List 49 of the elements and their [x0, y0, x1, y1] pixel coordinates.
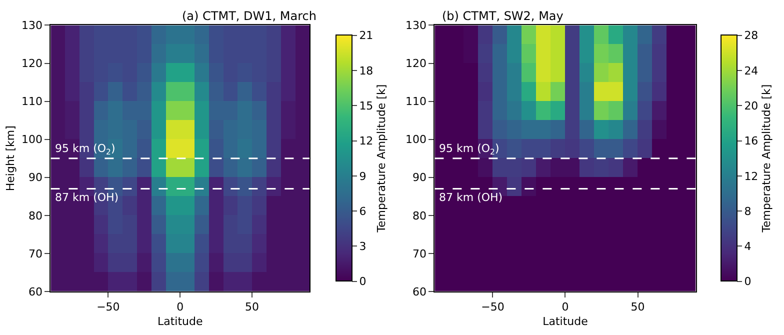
ref-line-label: 87 km (OH): [439, 191, 503, 204]
x-tick-label: −50: [481, 300, 504, 314]
color-bar-label: 28: [744, 29, 758, 42]
ref-line-label: 87 km (OH): [55, 191, 119, 204]
x-axis-title: Latitude: [157, 314, 203, 328]
y-tick-label: 100: [405, 133, 426, 146]
x-tick-label: 50: [630, 300, 645, 314]
color-bar-label: 4: [744, 240, 752, 254]
y-tick-label: 90: [28, 171, 42, 184]
color-bar-label: 6: [359, 204, 366, 218]
color-bar-label: 16: [744, 134, 758, 148]
chart-title: (b) CTMT, SW2, May: [442, 9, 564, 23]
ref-line-label: 95 km (O$_{2}$): [55, 142, 116, 156]
y-tick-label: 130: [405, 19, 426, 32]
color-bar-label: 12: [359, 134, 374, 148]
y-axis-title: Height [km]: [4, 126, 18, 192]
y-tick-label: 60: [412, 285, 426, 298]
y-tick-label: 90: [412, 171, 426, 184]
x-tick-label: 0: [562, 300, 569, 314]
y-tick-label: 120: [21, 57, 42, 70]
x-tick-label: 50: [244, 300, 259, 314]
color-bar-label: 20: [744, 99, 758, 112]
color-bar-label: 9: [359, 170, 366, 183]
color-bar-title: Temperature Amplitude [k]: [760, 84, 774, 234]
ref-line-label: 95 km (O$_{2}$): [439, 142, 500, 156]
x-tick-label: −50: [96, 300, 120, 314]
y-tick-label: 80: [412, 209, 426, 222]
y-tick-label: 110: [21, 95, 42, 108]
y-tick-label: 80: [28, 209, 42, 222]
color-bar-title: Temperature Amplitude [k]: [375, 84, 388, 234]
y-tick-label: 100: [21, 133, 42, 146]
y-tick-label: 70: [412, 247, 426, 260]
color-bar-label: 12: [744, 170, 758, 183]
x-axis-title: Latitude: [542, 314, 588, 328]
color-bar-label: 21: [359, 29, 374, 42]
color-bar-label: 24: [744, 64, 758, 78]
color-bar-label: 0: [744, 275, 752, 288]
color-bar-label: 15: [359, 99, 374, 112]
color-bar-label: 18: [359, 64, 374, 78]
y-tick-label: 120: [405, 57, 426, 70]
y-tick-label: 70: [28, 247, 42, 260]
y-tick-label: 110: [405, 95, 426, 108]
y-tick-label: 60: [28, 285, 42, 298]
color-bar-label: 0: [359, 275, 366, 288]
color-bar-label: 8: [744, 204, 752, 218]
y-tick-label: 130: [21, 19, 42, 32]
x-tick-label: 0: [176, 300, 184, 314]
color-bar-label: 3: [359, 240, 366, 254]
chart-title: (a) CTMT, DW1, March: [182, 9, 317, 23]
